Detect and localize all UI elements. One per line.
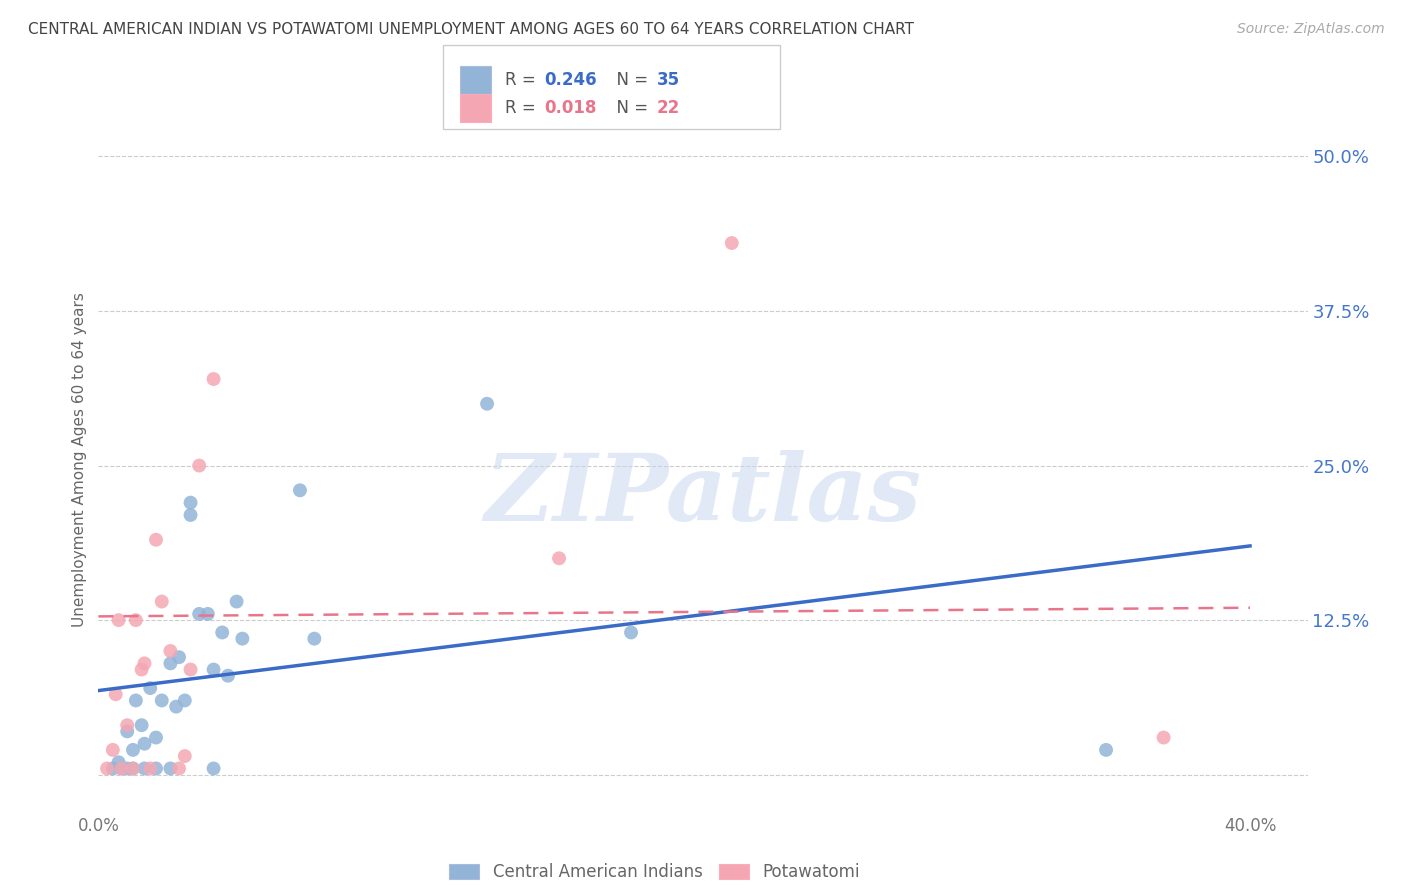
Point <box>125 613 148 627</box>
Legend: Central American Indians, Potawatomi: Central American Indians, Potawatomi <box>450 863 860 881</box>
Point <box>110 761 132 775</box>
Text: R =: R = <box>505 99 541 117</box>
Point <box>1153 731 1175 745</box>
Point <box>180 496 202 510</box>
Point <box>180 663 202 677</box>
Point <box>167 761 190 775</box>
Point <box>475 397 498 411</box>
Point <box>173 693 195 707</box>
Text: 22: 22 <box>657 99 681 117</box>
Point <box>110 761 132 775</box>
Point <box>1095 743 1118 757</box>
Point <box>159 657 181 671</box>
Point <box>107 756 129 770</box>
Point <box>122 761 145 775</box>
Point <box>188 458 211 473</box>
Point <box>211 625 233 640</box>
Point <box>115 724 138 739</box>
Point <box>150 693 173 707</box>
Point <box>180 508 202 522</box>
Point <box>225 594 247 608</box>
Point <box>134 737 156 751</box>
Point <box>145 761 167 775</box>
Text: Source: ZipAtlas.com: Source: ZipAtlas.com <box>1237 22 1385 37</box>
Point <box>304 632 326 646</box>
Point <box>202 761 225 775</box>
Y-axis label: Unemployment Among Ages 60 to 64 years: Unemployment Among Ages 60 to 64 years <box>72 292 87 627</box>
Point <box>139 761 162 775</box>
Point <box>197 607 219 621</box>
Point <box>122 743 145 757</box>
Point <box>115 718 138 732</box>
Text: 35: 35 <box>657 71 679 89</box>
Point <box>131 718 153 732</box>
Point <box>150 594 173 608</box>
Text: CENTRAL AMERICAN INDIAN VS POTAWATOMI UNEMPLOYMENT AMONG AGES 60 TO 64 YEARS COR: CENTRAL AMERICAN INDIAN VS POTAWATOMI UN… <box>28 22 914 37</box>
Point <box>145 533 167 547</box>
Point <box>231 632 253 646</box>
Point <box>159 644 181 658</box>
Point <box>620 625 643 640</box>
Point <box>134 657 156 671</box>
Point <box>107 613 129 627</box>
Point <box>173 749 195 764</box>
Point <box>548 551 571 566</box>
Point <box>134 761 156 775</box>
Point <box>159 761 181 775</box>
Point <box>202 663 225 677</box>
Text: ZIPatlas: ZIPatlas <box>485 450 921 540</box>
Point <box>165 699 187 714</box>
Point <box>125 693 148 707</box>
Point <box>139 681 162 695</box>
Point <box>720 235 742 250</box>
Text: 0.246: 0.246 <box>544 71 596 89</box>
Point <box>115 761 138 775</box>
Point <box>104 687 127 701</box>
Point <box>188 607 211 621</box>
Text: N =: N = <box>606 99 654 117</box>
Point <box>96 761 118 775</box>
Point <box>288 483 311 498</box>
Point <box>145 731 167 745</box>
Point <box>217 669 239 683</box>
Point <box>202 372 225 386</box>
Point <box>131 663 153 677</box>
Point <box>101 743 124 757</box>
Point <box>167 650 190 665</box>
Text: 0.018: 0.018 <box>544 99 596 117</box>
Point <box>122 761 145 775</box>
Point <box>101 761 124 775</box>
Text: R =: R = <box>505 71 541 89</box>
Text: N =: N = <box>606 71 654 89</box>
